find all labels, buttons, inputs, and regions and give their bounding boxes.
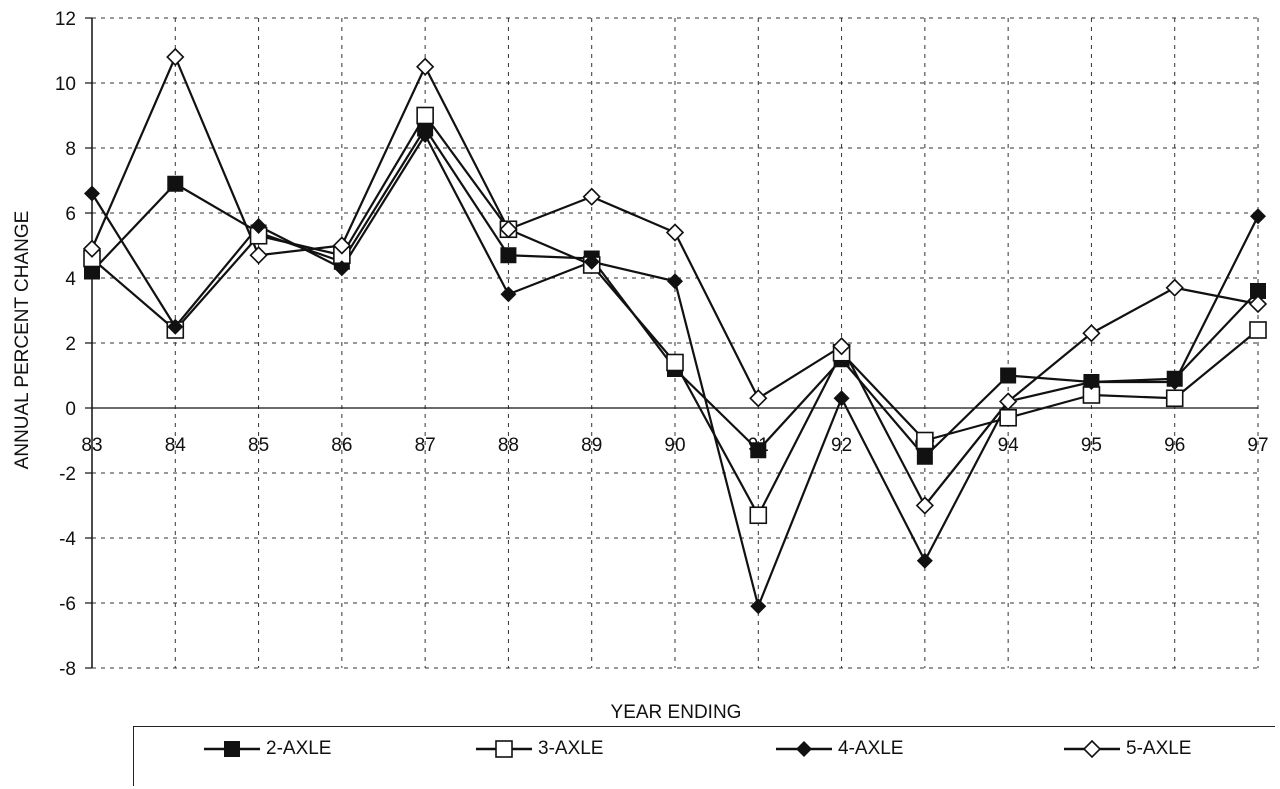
data-point-5-axle <box>1165 278 1184 297</box>
x-tick-label: 95 <box>1081 435 1102 456</box>
y-tick-label: 6 <box>65 204 76 225</box>
x-tick-label: 90 <box>664 435 685 456</box>
x-tick-label: 83 <box>81 435 102 456</box>
data-point-4-axle <box>167 318 184 335</box>
x-tick-labels: 838485868788899091929394959697 <box>81 435 1268 456</box>
y-tick-label: 0 <box>65 399 76 420</box>
data-point-4-axle <box>667 273 683 290</box>
data-point-4-axle <box>750 598 767 615</box>
x-tick-label: 94 <box>998 435 1020 456</box>
data-point-5-axle <box>499 220 518 239</box>
y-tick-label: 2 <box>65 334 76 355</box>
x-tick-label: 86 <box>331 435 352 456</box>
data-point-2-axle <box>1000 367 1017 384</box>
data-point-5-axle <box>166 47 185 67</box>
x-tick-label: 89 <box>581 435 602 456</box>
legend-label: 2-AXLE <box>266 738 332 759</box>
open-square-marker-icon <box>476 740 532 758</box>
data-point-3-axle <box>666 353 684 372</box>
data-point-4-axle <box>84 185 100 202</box>
y-tick-labels: 12 10 8 6 4 2 0 -2 -4 -6 -8 <box>55 9 77 680</box>
y-tick-label: 4 <box>65 269 76 290</box>
legend-label: 4-AXLE <box>838 738 904 759</box>
y-tick-label: -8 <box>59 659 76 680</box>
data-point-5-axle <box>1082 324 1101 343</box>
legend-item-3-axle: 3-AXLE <box>474 737 603 761</box>
legend-item-5-axle: 5-AXLE <box>1062 737 1191 761</box>
data-point-3-axle <box>999 408 1017 427</box>
data-point-2-axle <box>916 448 933 465</box>
grid <box>92 17 1259 669</box>
data-point-4-axle <box>500 286 517 303</box>
data-point-3-axle <box>916 431 934 450</box>
x-tick-label: 85 <box>248 435 269 456</box>
x-tick-label: 87 <box>415 435 436 456</box>
x-tick-label: 96 <box>1164 435 1185 456</box>
x-tick-label: 88 <box>498 435 519 456</box>
data-point-3-axle <box>1249 321 1267 339</box>
data-point-4-axle <box>1250 208 1266 225</box>
y-tick-label: 10 <box>55 74 76 95</box>
data-point-5-axle <box>249 246 268 265</box>
data-point-4-axle <box>916 552 933 569</box>
data-point-2-axle <box>167 175 184 192</box>
axes <box>85 17 1258 669</box>
data-point-5-axle <box>749 389 768 408</box>
legend-label: 5-AXLE <box>1126 738 1192 759</box>
series <box>82 47 1268 615</box>
x-axis-title: YEAR ENDING <box>611 702 742 723</box>
legend: 2-AXLE 3-AXLE 4-AXLE 5-AXLE <box>133 726 1275 786</box>
data-point-5-axle <box>915 496 934 515</box>
data-point-3-axle <box>749 506 768 525</box>
data-point-4-axle <box>833 390 850 407</box>
data-point-4-axle <box>333 260 350 277</box>
data-point-4-axle <box>1166 374 1183 390</box>
y-tick-label: -6 <box>59 594 76 615</box>
data-point-2-axle <box>750 442 767 459</box>
data-point-5-axle <box>416 57 435 76</box>
data-point-5-axle <box>999 392 1018 411</box>
data-point-2-axle <box>84 263 100 280</box>
legend-item-2-axle: 2-AXLE <box>202 737 331 761</box>
y-axis-title: ANNUAL PERCENT CHANGE <box>12 211 33 470</box>
y-tick-label: -4 <box>59 529 76 550</box>
data-point-5-axle <box>1248 294 1268 314</box>
data-point-5-axle <box>82 239 102 258</box>
open-diamond-marker-icon <box>1064 739 1120 759</box>
y-tick-label: 12 <box>55 9 76 30</box>
x-tick-label: 92 <box>831 435 852 456</box>
data-point-4-axle <box>1083 374 1100 390</box>
data-point-5-axle <box>665 223 685 242</box>
legend-label: 3-AXLE <box>538 738 604 759</box>
data-point-5-axle <box>582 187 601 206</box>
data-point-3-axle <box>1165 389 1184 408</box>
filled-square-marker-icon <box>204 741 260 757</box>
data-point-4-axle <box>583 253 600 270</box>
filled-diamond-marker-icon <box>776 741 832 757</box>
x-tick-label: 97 <box>1247 435 1268 456</box>
data-point-2-axle <box>500 247 517 264</box>
data-point-2-axle <box>1250 283 1266 299</box>
data-point-3-axle <box>416 106 434 125</box>
x-tick-label: 84 <box>165 435 187 456</box>
data-point-4-axle <box>417 127 434 143</box>
y-tick-label: -2 <box>59 464 76 485</box>
data-point-5-axle <box>832 337 851 356</box>
legend-item-4-axle: 4-AXLE <box>774 737 903 761</box>
data-point-5-axle <box>332 236 351 255</box>
y-tick-label: 8 <box>65 139 76 160</box>
data-point-4-axle <box>250 218 267 234</box>
